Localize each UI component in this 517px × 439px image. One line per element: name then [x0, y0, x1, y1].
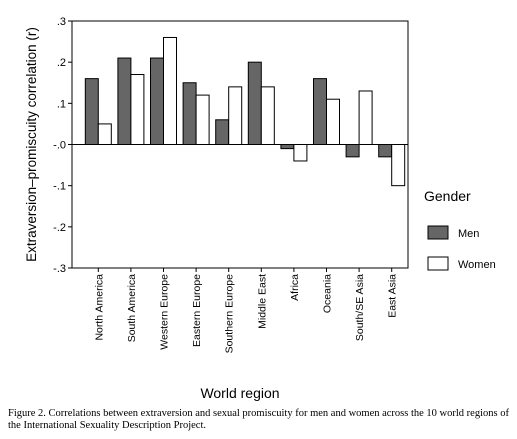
x-tick-label: Western Europe — [159, 274, 171, 350]
y-tick-label: -.3 — [53, 263, 66, 275]
y-tick-label: -.1 — [53, 181, 66, 193]
bar-men-1 — [84, 78, 99, 145]
bar-men-9 — [345, 144, 360, 158]
bar-women-3 — [163, 36, 177, 145]
legend: Gender Men Women — [424, 188, 496, 271]
bar-men-5 — [215, 119, 230, 146]
bar-women-8 — [326, 98, 340, 145]
y-tick-label: .3 — [57, 16, 66, 28]
bar-men-3 — [150, 57, 164, 145]
x-tick-label: Oceania — [322, 274, 334, 313]
chart: .3 .2 .1 -.0 -.1 -.2 -.3 North America South Am… — [24, 16, 496, 401]
x-tick-label: North America — [93, 274, 105, 341]
legend-label-men: Men — [458, 228, 479, 240]
bar-men-7 — [280, 144, 295, 150]
legend-label-women: Women — [458, 259, 496, 271]
bar-women-10 — [391, 144, 406, 187]
x-tick-label: Southern Europe — [224, 274, 236, 354]
y-tick-label: -.2 — [53, 222, 66, 234]
x-tick-label: Africa — [289, 274, 301, 301]
bars — [84, 36, 406, 187]
y-axis-label: Extraversion–promiscuity correlation (r) — [24, 27, 39, 262]
bar-men-6 — [247, 61, 262, 146]
legend-swatch-women — [427, 256, 449, 271]
x-tick-label: South America — [126, 274, 138, 342]
x-tick-label: Eastern Europe — [191, 274, 203, 347]
bar-men-10 — [378, 144, 393, 158]
y-tick-label: .2 — [57, 57, 66, 69]
y-axis: .3 .2 .1 -.0 -.1 -.2 -.3 — [53, 16, 72, 275]
bar-women-2 — [130, 74, 145, 145]
x-tick-label: East Asia — [387, 274, 399, 318]
bar-women-7 — [293, 144, 308, 162]
bar-men-8 — [313, 78, 327, 145]
x-tick-label: South/SE Asia — [354, 274, 366, 341]
legend-title: Gender — [424, 188, 471, 204]
x-axis-label: World region — [200, 385, 279, 401]
y-tick-label: .1 — [57, 98, 66, 110]
legend-swatch-men — [427, 225, 449, 240]
bar-women-6 — [260, 86, 275, 146]
bar-men-4 — [182, 82, 197, 145]
y-tick-label: -.0 — [53, 140, 66, 152]
bar-men-2 — [117, 57, 132, 145]
bar-women-5 — [228, 86, 243, 146]
bar-women-9 — [358, 90, 373, 145]
bar-women-1 — [97, 123, 112, 145]
x-tick-label: Middle East — [256, 274, 268, 329]
figure-caption: Figure 2. Correlations between extravers… — [8, 408, 509, 431]
x-axis: North America South America Western Europe… — [93, 268, 399, 354]
bar-women-4 — [195, 94, 210, 145]
